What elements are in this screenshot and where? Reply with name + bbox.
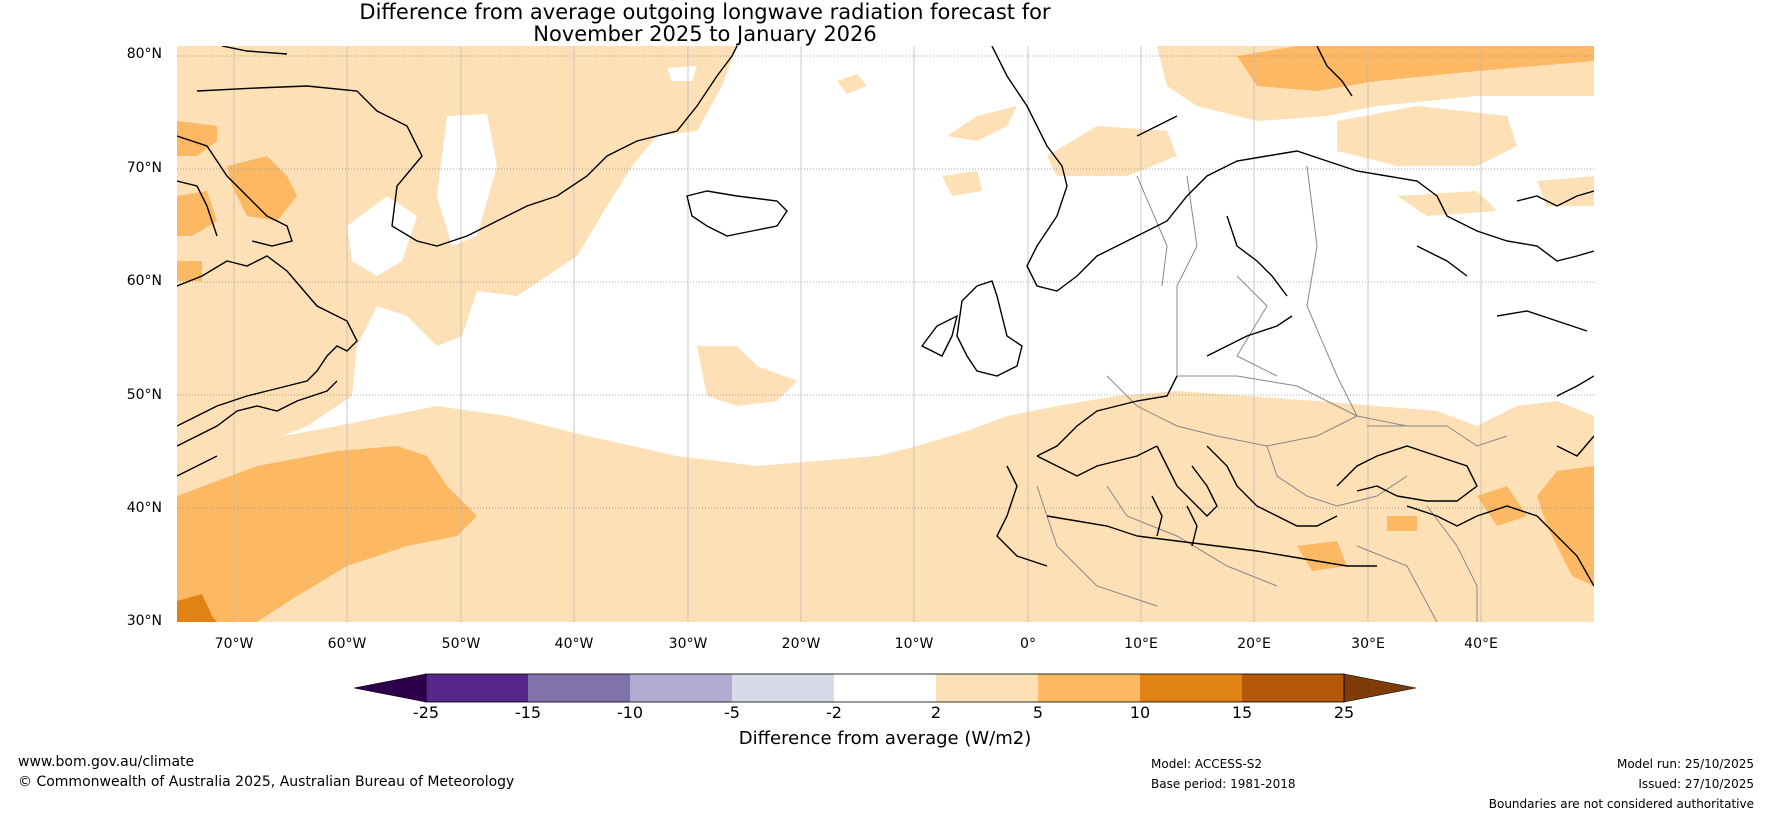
lon-label-70w: 70°W [214,636,254,652]
lon-label-50w: 50°W [441,636,481,652]
colorbar-band [1038,674,1140,702]
colorbar-extend-low [353,673,427,703]
lat-label-40: 40°N [126,500,162,516]
lat-label-30: 30°N [126,613,162,629]
colorbar-band [426,674,528,702]
chart-title-line-2: November 2025 to January 2026 [533,22,877,46]
neutral-holes [347,66,697,341]
colorbar-tick: 25 [1333,703,1355,722]
colorbar-tick: 2 [930,703,942,722]
base-period-info: Base period: 1981-2018 [1151,777,1296,791]
lat-label-80: 80°N [126,46,162,62]
lon-label-60w: 60°W [327,636,367,652]
colorbar-band [732,674,834,702]
colorbar-tick: 15 [1231,703,1253,722]
colorbar-tick: -2 [826,703,842,722]
lon-label-0: 0° [1020,636,1036,652]
colorbar-tick: -5 [724,703,740,722]
lon-label-40e: 40°E [1464,636,1498,652]
colorbar-extend-high [1343,673,1417,703]
lon-label-30w: 30°W [668,636,708,652]
colorbar-tick: 10 [1129,703,1151,722]
colorbar [353,673,1417,703]
lat-label-50: 50°N [126,387,162,403]
anomaly-regions-10-15 [177,594,217,622]
colorbar-band [528,674,630,702]
colorbar-tick: 5 [1032,703,1044,722]
colorbar-band [834,674,936,702]
lon-label-10w: 10°W [894,636,934,652]
copyright-text: © Commonwealth of Australia 2025, Austra… [18,774,515,790]
model-run-info: Model run: 25/10/2025 [1616,757,1754,771]
lat-label-70: 70°N [126,160,162,176]
colorbar-label: Difference from average (W/m2) [738,728,1032,749]
model-info: Model: ACCESS-S2 [1151,757,1263,771]
colorbar-tick: -15 [514,703,542,722]
anomaly-regions-5-10 [177,46,1594,622]
forecast-map [177,46,1594,622]
national-borders [1036,165,1508,622]
lon-label-40w: 40°W [554,636,594,652]
lon-label-10e: 10°E [1124,636,1158,652]
colorbar-tick: -25 [412,703,440,722]
colorbar-band [936,674,1038,702]
anomaly-regions-2-5 [177,46,1594,622]
website-link[interactable]: www.bom.gov.au/climate [18,754,195,770]
colorbar-band [1140,674,1242,702]
lon-label-20e: 20°E [1237,636,1271,652]
colorbar-band [630,674,732,702]
lon-label-30e: 30°E [1351,636,1385,652]
colorbar-band [1242,674,1344,702]
disclaimer-text: Boundaries are not considered authoritat… [1488,797,1754,811]
coastlines [177,46,1594,587]
lat-label-60: 60°N [126,273,162,289]
lon-label-20w: 20°W [781,636,821,652]
chart-title-line-1: Difference from average outgoing longwav… [359,0,1051,24]
issued-info: Issued: 27/10/2025 [1638,777,1754,791]
colorbar-tick: -10 [616,703,644,722]
